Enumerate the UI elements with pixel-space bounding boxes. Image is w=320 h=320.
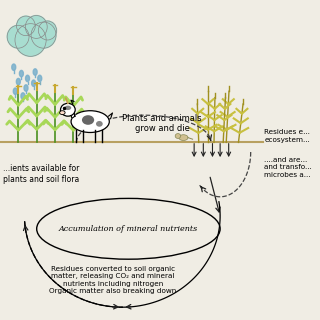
Ellipse shape xyxy=(60,111,65,115)
Ellipse shape xyxy=(82,115,94,125)
Ellipse shape xyxy=(21,93,25,99)
Ellipse shape xyxy=(179,135,188,140)
Polygon shape xyxy=(70,108,75,118)
Circle shape xyxy=(31,22,56,48)
Text: Plants and animals
grow and die: Plants and animals grow and die xyxy=(122,114,202,133)
Ellipse shape xyxy=(38,75,42,82)
Text: ....and are...
and transfo...
microbes a...: ....and are... and transfo... microbes a… xyxy=(264,156,312,178)
Text: Residues e...
ecosystem...: Residues e... ecosystem... xyxy=(264,129,310,143)
Ellipse shape xyxy=(175,134,181,138)
Ellipse shape xyxy=(16,78,20,85)
Ellipse shape xyxy=(13,88,17,94)
Ellipse shape xyxy=(71,111,109,132)
Circle shape xyxy=(7,25,29,48)
Ellipse shape xyxy=(26,75,29,82)
Ellipse shape xyxy=(96,121,103,127)
Circle shape xyxy=(15,24,46,56)
Circle shape xyxy=(25,16,47,38)
Circle shape xyxy=(38,21,57,40)
Ellipse shape xyxy=(12,64,16,70)
Ellipse shape xyxy=(32,80,36,86)
Ellipse shape xyxy=(65,106,71,110)
Ellipse shape xyxy=(33,69,37,75)
Text: Residues converted to soil organic
matter, releasing CO₂ and mineral
nutrients i: Residues converted to soil organic matte… xyxy=(50,266,177,294)
Circle shape xyxy=(17,16,35,36)
Ellipse shape xyxy=(60,103,75,116)
Ellipse shape xyxy=(20,70,23,77)
Text: ...ients available for
plants and soil flora: ...ients available for plants and soil f… xyxy=(3,164,79,184)
Ellipse shape xyxy=(24,85,28,91)
Text: Accumulation of mineral nutrients: Accumulation of mineral nutrients xyxy=(59,225,198,233)
